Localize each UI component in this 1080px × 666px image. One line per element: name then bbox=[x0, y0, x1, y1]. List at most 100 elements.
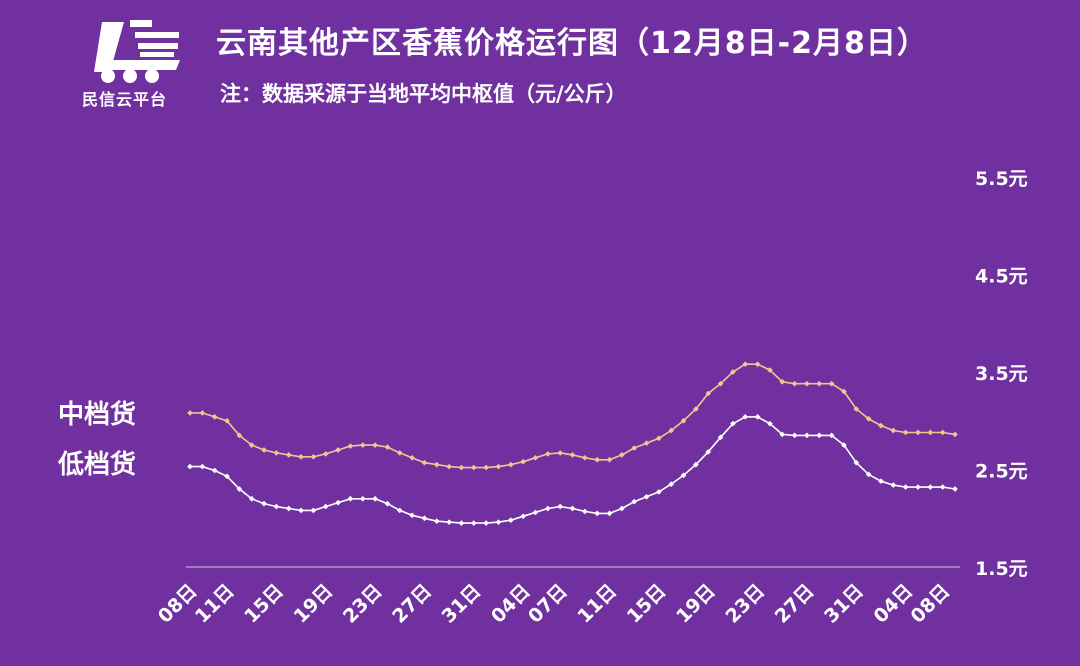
data-point-low-grade bbox=[656, 489, 662, 495]
data-point-low-grade bbox=[359, 495, 366, 502]
logo-text: 民信云平台 bbox=[82, 90, 168, 109]
data-point-low-grade bbox=[631, 498, 638, 505]
data-point-low-grade bbox=[298, 507, 304, 514]
x-tick-label: 07日 bbox=[524, 580, 572, 628]
data-point-mid-grade bbox=[384, 444, 391, 450]
data-point-mid-grade bbox=[878, 422, 884, 429]
data-point-mid-grade bbox=[730, 369, 736, 375]
data-point-mid-grade bbox=[890, 427, 897, 434]
data-point-low-grade bbox=[952, 486, 958, 492]
data-point-mid-grade bbox=[841, 388, 847, 395]
data-point-mid-grade bbox=[619, 452, 625, 458]
data-point-mid-grade bbox=[902, 429, 909, 436]
legend-low-grade: 低档货 bbox=[58, 450, 137, 480]
x-tick-label: 11日 bbox=[191, 580, 239, 628]
data-point-mid-grade bbox=[754, 361, 761, 368]
data-point-low-grade bbox=[557, 503, 563, 510]
data-point-mid-grade bbox=[532, 454, 539, 461]
data-point-low-grade bbox=[816, 432, 823, 439]
data-point-mid-grade bbox=[421, 459, 428, 466]
x-tick-label: 04日 bbox=[487, 580, 535, 628]
data-point-mid-grade bbox=[865, 415, 872, 422]
data-point-mid-grade bbox=[310, 453, 317, 460]
data-point-low-grade bbox=[483, 520, 489, 526]
x-tick-label: 08日 bbox=[154, 580, 202, 628]
data-point-low-grade bbox=[396, 507, 403, 514]
y-tick-label: 5.5元 bbox=[975, 168, 1028, 190]
data-point-low-grade bbox=[939, 484, 946, 490]
data-point-mid-grade bbox=[643, 440, 650, 447]
data-point-mid-grade bbox=[347, 443, 354, 449]
data-point-mid-grade bbox=[211, 414, 218, 420]
x-tick-label: 27日 bbox=[771, 580, 819, 628]
data-point-mid-grade bbox=[816, 380, 823, 387]
data-point-mid-grade bbox=[668, 427, 675, 434]
data-point-mid-grade bbox=[322, 451, 329, 457]
data-point-mid-grade bbox=[927, 429, 934, 436]
data-point-mid-grade bbox=[804, 380, 810, 387]
data-point-mid-grade bbox=[359, 442, 366, 448]
data-point-low-grade bbox=[915, 484, 921, 490]
data-point-mid-grade bbox=[939, 429, 946, 436]
data-point-mid-grade bbox=[446, 463, 452, 470]
data-point-mid-grade bbox=[458, 464, 465, 471]
y-tick-label: 2.5元 bbox=[975, 461, 1028, 483]
x-tick-label: 31日 bbox=[820, 580, 868, 628]
data-point-mid-grade bbox=[236, 432, 243, 439]
data-point-low-grade bbox=[458, 520, 465, 526]
data-point-mid-grade bbox=[791, 380, 798, 387]
data-point-low-grade bbox=[730, 420, 736, 427]
x-tick-label: 19日 bbox=[290, 580, 338, 628]
data-point-low-grade bbox=[211, 467, 218, 474]
data-point-mid-grade bbox=[742, 361, 749, 368]
data-point-low-grade bbox=[199, 463, 206, 470]
data-point-mid-grade bbox=[273, 450, 280, 456]
data-point-mid-grade bbox=[582, 454, 588, 461]
data-point-low-grade bbox=[310, 507, 317, 514]
data-point-low-grade bbox=[717, 434, 724, 441]
data-point-low-grade bbox=[409, 512, 415, 519]
data-point-low-grade bbox=[619, 505, 625, 512]
data-point-mid-grade bbox=[335, 447, 341, 453]
data-point-low-grade bbox=[285, 505, 292, 512]
data-point-mid-grade bbox=[779, 378, 786, 385]
data-point-mid-grade bbox=[261, 447, 267, 453]
data-point-low-grade bbox=[520, 513, 526, 520]
data-point-low-grade bbox=[335, 499, 341, 506]
data-point-mid-grade bbox=[520, 458, 526, 465]
x-tick-label: 08日 bbox=[907, 580, 955, 628]
data-point-mid-grade bbox=[187, 410, 193, 416]
data-point-mid-grade bbox=[470, 464, 477, 471]
data-point-low-grade bbox=[224, 473, 230, 480]
x-tick-label: 23日 bbox=[721, 580, 769, 628]
data-point-low-grade bbox=[433, 518, 440, 525]
data-point-low-grade bbox=[927, 484, 934, 490]
y-tick-label: 3.5元 bbox=[975, 363, 1028, 385]
data-point-low-grade bbox=[236, 486, 243, 492]
x-tick-label: 31日 bbox=[438, 580, 486, 628]
data-point-mid-grade bbox=[285, 452, 292, 458]
logo-truck-icon bbox=[94, 20, 180, 83]
data-point-low-grade bbox=[693, 461, 699, 468]
data-point-mid-grade bbox=[544, 451, 551, 457]
data-point-low-grade bbox=[187, 463, 193, 470]
data-point-low-grade bbox=[446, 519, 452, 525]
data-point-mid-grade bbox=[693, 406, 699, 412]
data-point-low-grade bbox=[828, 432, 835, 439]
x-tick-label: 04日 bbox=[869, 580, 917, 628]
data-point-low-grade bbox=[582, 508, 588, 515]
data-point-low-grade bbox=[865, 471, 872, 478]
data-point-mid-grade bbox=[199, 410, 206, 416]
data-point-low-grade bbox=[273, 503, 280, 510]
data-point-low-grade bbox=[495, 519, 502, 525]
data-point-low-grade bbox=[902, 484, 909, 490]
data-point-low-grade bbox=[705, 449, 712, 455]
data-point-mid-grade bbox=[298, 453, 304, 460]
x-tick-label: 27日 bbox=[388, 580, 436, 628]
data-point-low-grade bbox=[347, 495, 354, 502]
data-point-low-grade bbox=[261, 500, 267, 507]
data-point-mid-grade bbox=[717, 380, 724, 387]
data-point-mid-grade bbox=[631, 445, 638, 451]
data-point-low-grade bbox=[668, 481, 675, 487]
data-point-mid-grade bbox=[853, 406, 860, 412]
